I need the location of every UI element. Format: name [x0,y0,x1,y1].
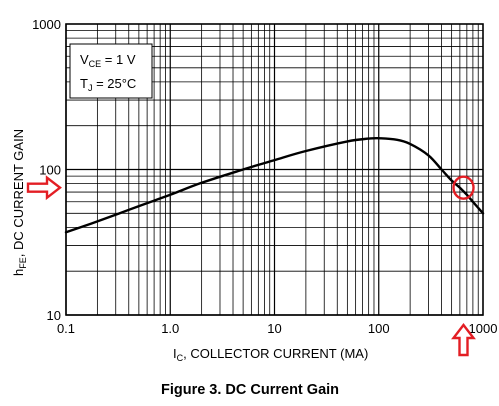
plot-frame [65,23,484,316]
x-tick-label: 10 [267,321,281,336]
y-tick-label: 10 [47,308,61,323]
y-axis-label: hFE, DC CURRENT GAIN [11,129,28,276]
legend-box [69,43,153,99]
y-tick-label: 1000 [32,17,61,32]
series-line [64,136,485,234]
y-tick-labels: 10 100 1000 [32,17,61,323]
x-tick-label: 1.0 [161,321,179,336]
x-axis-label: IC, COLLECTOR CURRENT (MA) [173,346,368,363]
conditions-legend: VCE = 1 V TJ = 25°C [69,43,153,99]
y-tick-label: 100 [39,163,61,178]
x-tick-label: 100 [368,321,390,336]
legend-vce: VCE = 1 V [80,52,136,69]
x-tick-label: 0.1 [57,321,75,336]
x-tick-labels: 0.1 1.0 10 100 1000 [57,321,498,336]
x-tick-label: 1000 [469,321,498,336]
legend-tj: TJ = 25°C [80,76,136,93]
figure-caption: Figure 3. DC Current Gain [161,382,339,398]
highlight-circle [452,175,475,200]
arrow-right-icon [26,175,62,201]
arrow-up-icon [451,323,476,357]
